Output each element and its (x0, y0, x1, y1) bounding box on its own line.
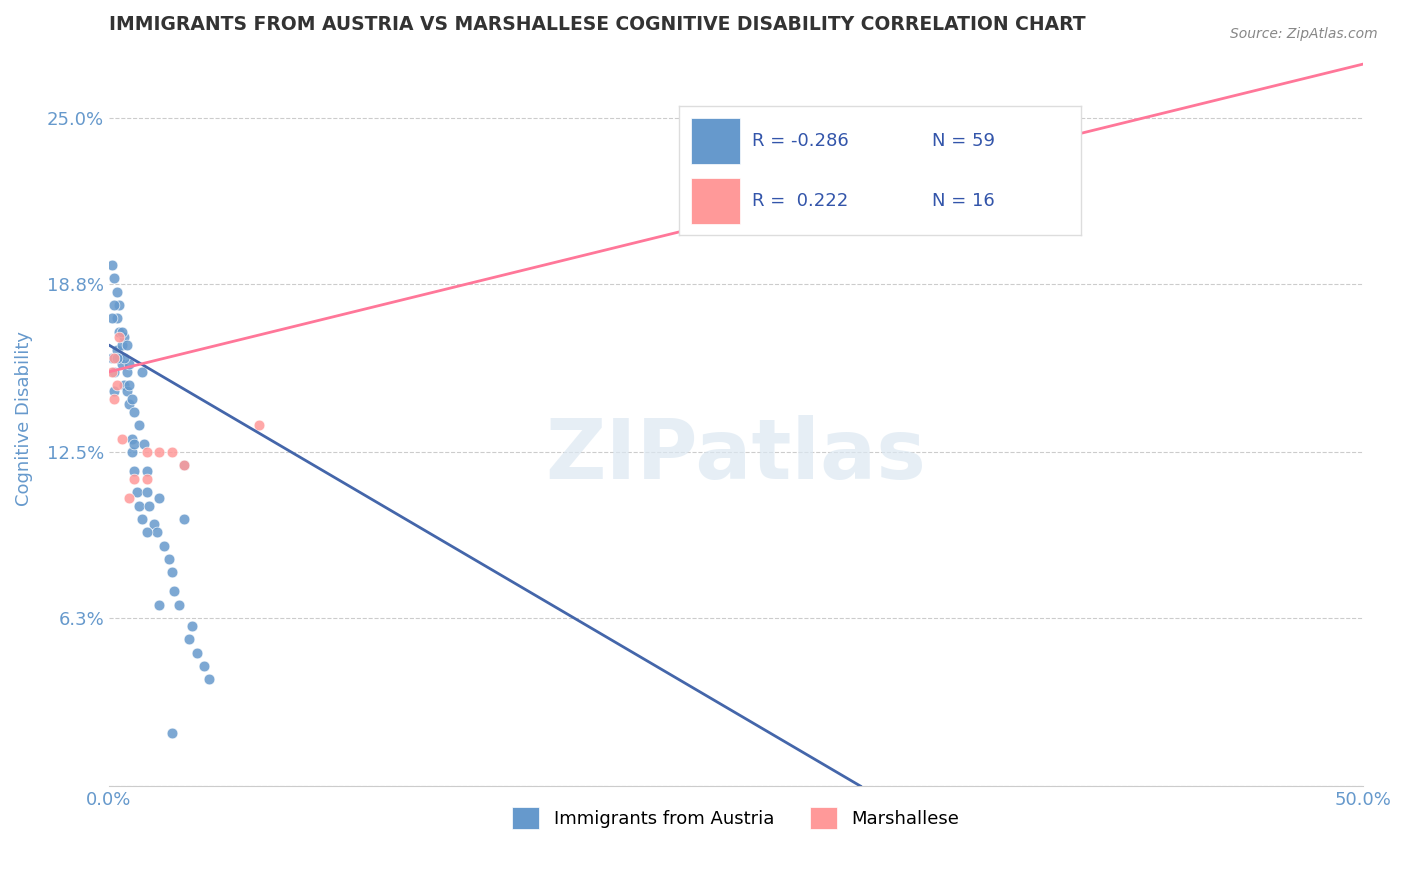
Point (121, 392, 143, 406)
Point (105, 285, 128, 299)
Point (180, 619, 202, 633)
Point (105, 311, 128, 326)
Point (160, 726, 183, 740)
Point (115, 384, 138, 398)
Point (115, 338, 138, 352)
Point (163, 584, 186, 599)
Point (100, 258, 122, 272)
Point (110, 432, 132, 446)
Point (118, 397, 141, 411)
Point (118, 378, 141, 392)
Point (135, 525, 157, 540)
Point (122, 437, 145, 451)
Point (125, 485, 148, 500)
Point (135, 445, 157, 459)
Point (103, 392, 125, 406)
Text: IMMIGRANTS FROM AUSTRIA VS MARSHALLESE COGNITIVE DISABILITY CORRELATION CHART: IMMIGRANTS FROM AUSTRIA VS MARSHALLESE C… (110, 15, 1085, 34)
Point (131, 512, 153, 526)
Point (118, 491, 141, 505)
Point (135, 472, 157, 486)
Point (148, 598, 170, 612)
Text: ZIPatlas: ZIPatlas (546, 415, 927, 496)
Point (103, 365, 125, 379)
Point (108, 351, 131, 366)
Point (131, 365, 153, 379)
Point (145, 525, 167, 540)
Point (976, 151, 998, 165)
Point (112, 351, 135, 366)
Point (105, 378, 128, 392)
Point (105, 351, 128, 366)
Point (249, 418, 271, 433)
Point (1050, 137, 1073, 152)
Point (103, 271, 125, 285)
Point (105, 343, 128, 358)
Point (103, 384, 125, 398)
Point (167, 598, 190, 612)
Point (121, 432, 143, 446)
Point (100, 351, 122, 366)
Point (110, 357, 132, 371)
Point (112, 330, 135, 344)
Point (122, 405, 145, 419)
Point (100, 311, 122, 326)
Point (103, 298, 125, 312)
Point (108, 330, 131, 344)
Point (128, 499, 150, 513)
Point (173, 458, 195, 473)
Point (138, 499, 160, 513)
Legend: Immigrants from Austria, Marshallese: Immigrants from Austria, Marshallese (505, 800, 967, 837)
Point (108, 325, 131, 339)
Point (121, 445, 143, 459)
Point (128, 418, 150, 433)
Point (173, 458, 195, 473)
Point (122, 464, 145, 478)
Point (110, 325, 132, 339)
Point (112, 378, 135, 392)
Point (148, 491, 170, 505)
Point (115, 365, 138, 379)
Point (122, 472, 145, 486)
Point (173, 512, 195, 526)
Point (153, 539, 176, 553)
Y-axis label: Cognitive Disability: Cognitive Disability (15, 331, 32, 506)
Point (160, 445, 183, 459)
Point (110, 338, 132, 352)
Point (193, 659, 215, 673)
Point (103, 351, 125, 366)
Point (179, 632, 201, 647)
Point (108, 298, 131, 312)
Point (135, 485, 157, 500)
Point (132, 437, 155, 451)
Point (118, 357, 141, 371)
Point (143, 517, 166, 532)
Point (157, 552, 180, 566)
Point (135, 464, 157, 478)
Text: Source: ZipAtlas.com: Source: ZipAtlas.com (1230, 27, 1378, 41)
Point (198, 673, 221, 687)
Point (148, 445, 170, 459)
Point (186, 646, 208, 660)
Point (160, 566, 183, 580)
Point (100, 365, 122, 379)
